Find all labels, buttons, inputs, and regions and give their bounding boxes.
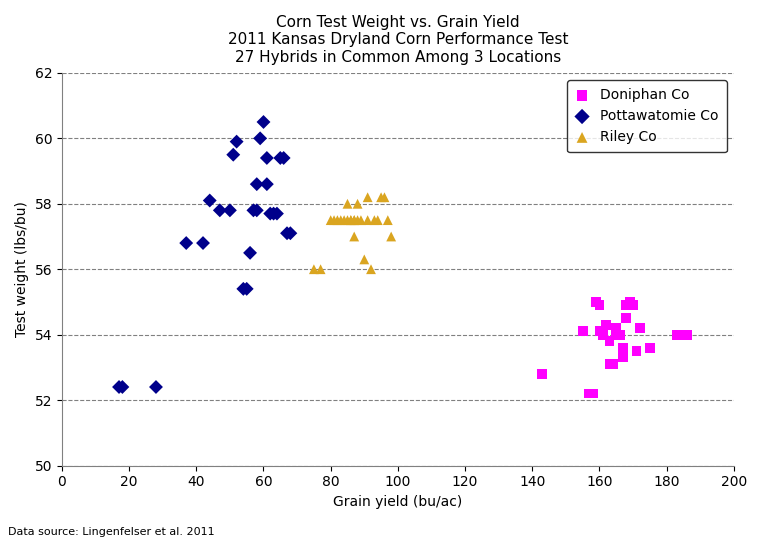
Doniphan Co: [594, 301, 606, 309]
Riley Co: [358, 255, 370, 264]
Doniphan Co: [610, 330, 623, 339]
Doniphan Co: [610, 324, 623, 333]
Pottawatomie Co: [227, 150, 239, 159]
Doniphan Co: [583, 389, 595, 398]
Doniphan Co: [594, 327, 606, 336]
Pottawatomie Co: [277, 154, 290, 163]
Riley Co: [361, 216, 373, 225]
Riley Co: [379, 193, 391, 201]
Legend: Doniphan Co, Pottawatomie Co, Riley Co: Doniphan Co, Pottawatomie Co, Riley Co: [567, 80, 727, 152]
Doniphan Co: [587, 389, 599, 398]
Riley Co: [341, 216, 354, 225]
Riley Co: [375, 193, 387, 201]
Doniphan Co: [623, 298, 636, 306]
Doniphan Co: [536, 369, 549, 378]
Doniphan Co: [604, 337, 616, 346]
Pottawatomie Co: [180, 239, 192, 247]
Doniphan Co: [644, 343, 656, 352]
Pottawatomie Co: [231, 137, 243, 146]
Riley Co: [315, 265, 327, 274]
Riley Co: [385, 232, 397, 241]
Riley Co: [355, 216, 367, 225]
Doniphan Co: [613, 330, 626, 339]
Riley Co: [341, 199, 354, 208]
Pottawatomie Co: [113, 383, 125, 391]
Doniphan Co: [600, 321, 613, 329]
Doniphan Co: [680, 330, 693, 339]
Pottawatomie Co: [150, 383, 162, 391]
Pottawatomie Co: [224, 206, 236, 214]
Riley Co: [344, 216, 357, 225]
Doniphan Co: [607, 360, 619, 368]
Doniphan Co: [617, 353, 629, 362]
Doniphan Co: [617, 343, 629, 352]
Riley Co: [351, 199, 363, 208]
Pottawatomie Co: [254, 134, 266, 143]
Doniphan Co: [671, 330, 683, 339]
Text: Data source: Lingenfelser et al. 2011: Data source: Lingenfelser et al. 2011: [8, 527, 214, 537]
Pottawatomie Co: [274, 154, 287, 163]
Doniphan Co: [634, 324, 646, 333]
Pottawatomie Co: [213, 206, 226, 214]
Pottawatomie Co: [281, 229, 293, 238]
Riley Co: [348, 216, 360, 225]
Riley Co: [338, 216, 351, 225]
Doniphan Co: [620, 301, 632, 309]
Pottawatomie Co: [261, 180, 273, 188]
Doniphan Co: [597, 330, 609, 339]
Pottawatomie Co: [271, 210, 283, 218]
Pottawatomie Co: [117, 383, 129, 391]
Pottawatomie Co: [251, 180, 263, 188]
Riley Co: [325, 216, 337, 225]
Riley Co: [348, 232, 360, 241]
Pottawatomie Co: [251, 206, 263, 214]
Doniphan Co: [627, 301, 639, 309]
Riley Co: [328, 216, 340, 225]
Pottawatomie Co: [237, 285, 249, 293]
Riley Co: [308, 265, 320, 274]
Riley Co: [331, 216, 344, 225]
Pottawatomie Co: [258, 118, 270, 126]
Pottawatomie Co: [284, 229, 296, 238]
Y-axis label: Test weight (lbs/bu): Test weight (lbs/bu): [15, 201, 29, 337]
Pottawatomie Co: [197, 239, 209, 247]
Riley Co: [351, 216, 363, 225]
Doniphan Co: [613, 330, 626, 339]
Doniphan Co: [577, 327, 589, 336]
Pottawatomie Co: [267, 210, 280, 218]
Riley Co: [382, 216, 394, 225]
Pottawatomie Co: [244, 248, 256, 257]
Doniphan Co: [630, 347, 642, 355]
Pottawatomie Co: [241, 285, 253, 293]
Pottawatomie Co: [203, 196, 216, 205]
Riley Co: [365, 265, 377, 274]
Riley Co: [361, 193, 373, 201]
Doniphan Co: [620, 314, 632, 322]
Riley Co: [335, 216, 347, 225]
Doniphan Co: [590, 298, 602, 306]
Riley Co: [368, 216, 380, 225]
Riley Co: [344, 216, 357, 225]
Riley Co: [348, 216, 360, 225]
Pottawatomie Co: [261, 154, 273, 163]
Title: Corn Test Weight vs. Grain Yield
2011 Kansas Dryland Corn Performance Test
27 Hy: Corn Test Weight vs. Grain Yield 2011 Ka…: [228, 15, 568, 65]
Riley Co: [372, 216, 384, 225]
X-axis label: Grain yield (bu/ac): Grain yield (bu/ac): [333, 495, 463, 509]
Doniphan Co: [604, 360, 616, 368]
Pottawatomie Co: [264, 210, 277, 218]
Pottawatomie Co: [248, 206, 260, 214]
